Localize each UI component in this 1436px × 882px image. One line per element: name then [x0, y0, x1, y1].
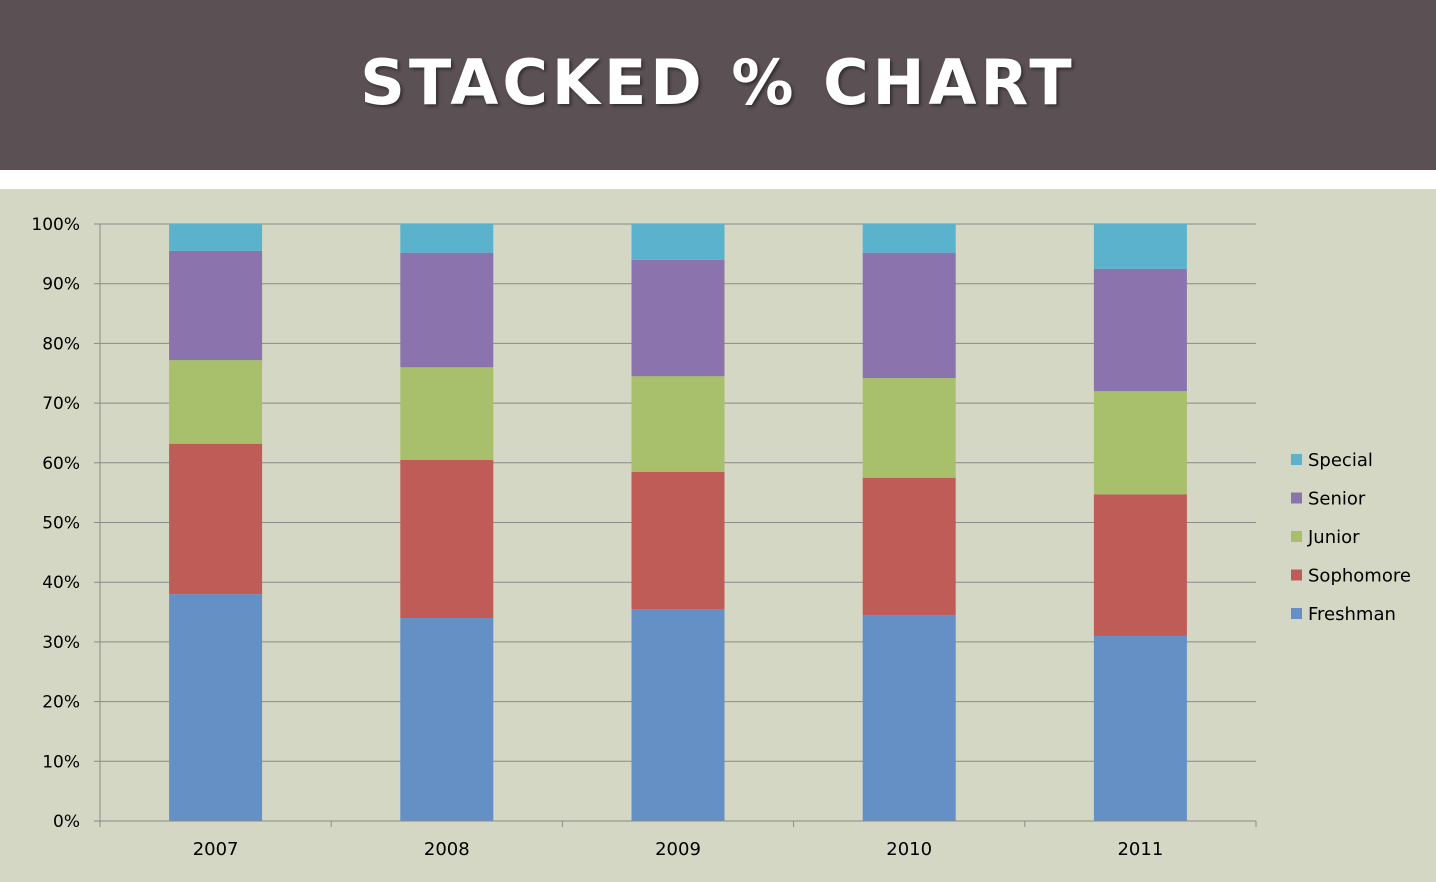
bar-segment-sophomore-2008 [400, 459, 494, 619]
x-tick-label: 2009 [655, 839, 701, 860]
legend-label-junior: Junior [1307, 527, 1360, 548]
x-tick-label: 2010 [886, 839, 932, 860]
legend-swatch-special [1291, 454, 1302, 465]
legend: Special Senior Junior Sophomore Freshman [1291, 450, 1411, 625]
legend-label-special: Special [1308, 450, 1373, 471]
y-tick-label: 50% [42, 514, 80, 534]
bar-segment-sophomore-2009 [631, 471, 725, 610]
bar-segment-senior-2011 [1093, 268, 1187, 392]
x-tick-label: 2011 [1117, 839, 1163, 860]
legend-label-sophomore: Sophomore [1308, 566, 1411, 587]
title-divider [0, 170, 1436, 189]
bar-segment-special-2009 [631, 224, 725, 260]
legend-swatch-freshman [1291, 608, 1302, 619]
bar-segment-special-2007 [169, 224, 263, 251]
y-tick-label: 40% [42, 573, 80, 593]
bar-segment-senior-2008 [400, 252, 494, 368]
bar-segment-sophomore-2007 [169, 443, 263, 595]
bar-segment-junior-2010 [862, 378, 956, 478]
legend-label-freshman: Freshman [1308, 604, 1396, 625]
y-tick-label: 30% [42, 633, 80, 653]
bar-segment-freshman-2009 [631, 609, 725, 821]
y-tick-label: 10% [42, 752, 80, 772]
y-tick-label: 60% [42, 454, 80, 474]
bar-segment-freshman-2010 [862, 615, 956, 821]
bar-segment-junior-2009 [631, 376, 725, 472]
y-tick-label: 90% [42, 275, 80, 295]
bar-segment-special-2010 [862, 224, 956, 253]
y-tick-label: 0% [53, 812, 80, 832]
slide-title: STACKED % CHART [360, 45, 1076, 119]
bar-segment-junior-2008 [400, 367, 494, 460]
bar-segment-sophomore-2011 [1093, 494, 1187, 636]
legend-swatch-senior [1291, 492, 1302, 504]
bar-segment-special-2008 [400, 224, 494, 253]
bar-segment-junior-2011 [1093, 391, 1187, 495]
bar-segment-freshman-2008 [400, 618, 494, 821]
legend-swatch-junior [1291, 531, 1302, 542]
bar-segment-freshman-2011 [1093, 635, 1187, 821]
stacked-percent-chart: 0% 10% 20% 30% 40% 50% 60% 70% 80% 90% 100% 2007 200… [31, 215, 1411, 860]
legend-label-senior: Senior [1308, 489, 1366, 510]
bar-segment-senior-2009 [631, 259, 725, 377]
y-tick-label: 80% [42, 334, 80, 354]
bar-segment-senior-2007 [169, 250, 263, 361]
bar-segment-sophomore-2010 [862, 477, 956, 616]
y-tick-label: 100% [31, 215, 80, 235]
bar-segment-junior-2007 [169, 360, 263, 444]
x-tick-label: 2007 [193, 839, 239, 860]
legend-swatch-sophomore [1291, 569, 1302, 581]
bars [169, 224, 1187, 821]
y-tick-label: 70% [42, 394, 80, 414]
bar-segment-special-2011 [1093, 224, 1187, 269]
chart-area: 0% 10% 20% 30% 40% 50% 60% 70% 80% 90% 100% 2007 200… [0, 189, 1436, 882]
bar-segment-freshman-2007 [169, 594, 263, 821]
bar-segment-senior-2010 [862, 252, 956, 379]
y-tick-label: 20% [42, 693, 80, 713]
x-tick-label: 2008 [424, 839, 470, 860]
axes: 0% 10% 20% 30% 40% 50% 60% 70% 80% 90% 100% 2007 200… [31, 215, 1257, 860]
title-bar: STACKED % CHART [0, 0, 1436, 170]
